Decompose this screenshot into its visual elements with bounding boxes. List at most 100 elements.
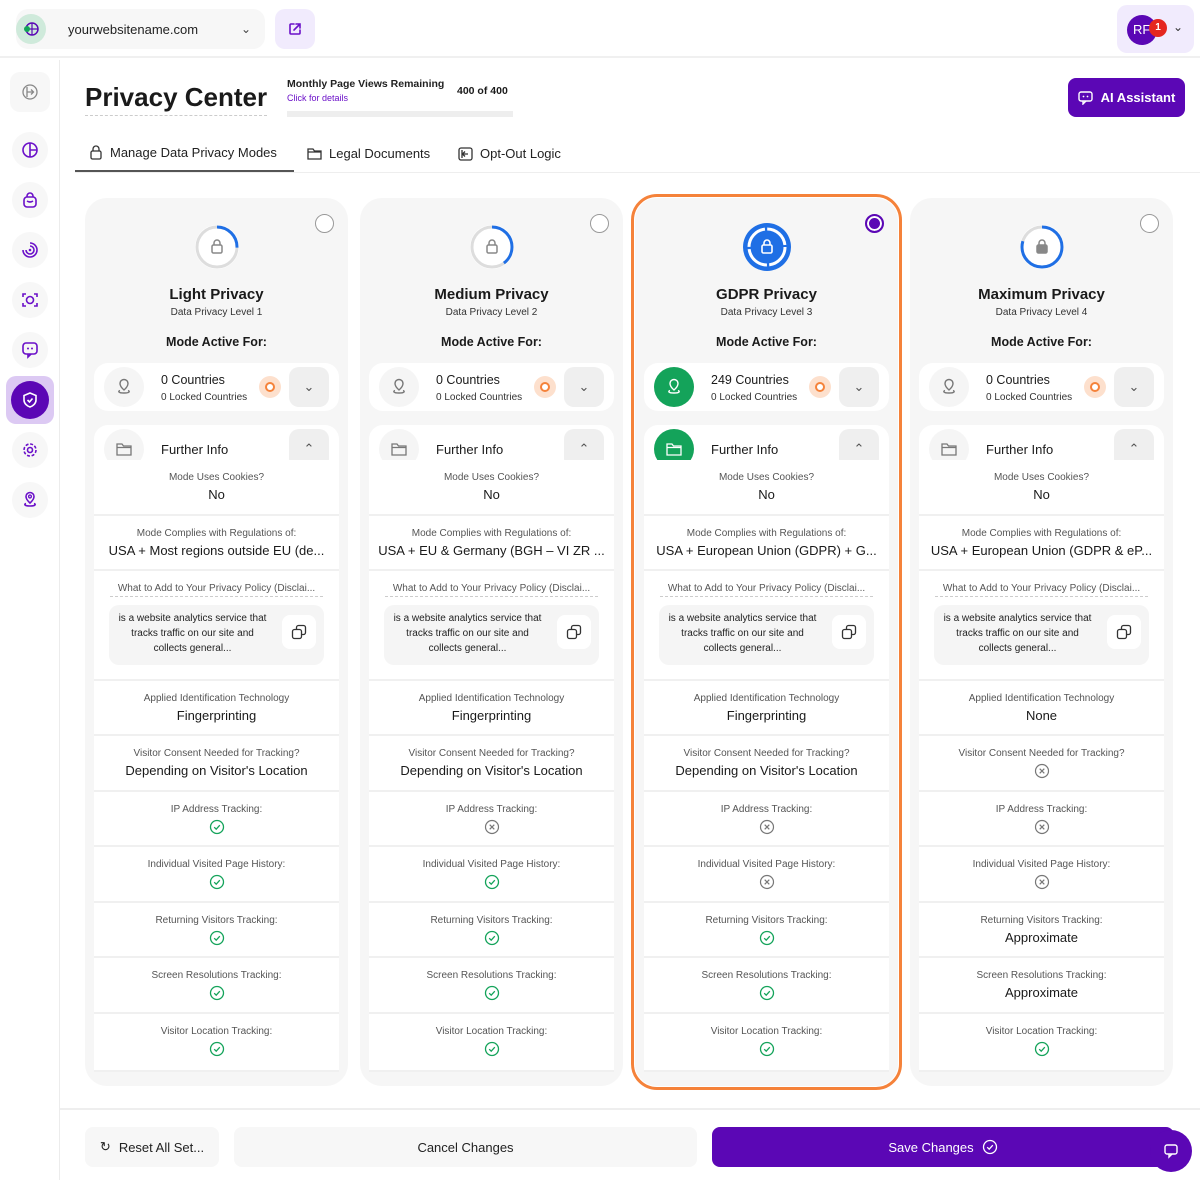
pageviews-details-link[interactable]: Click for details bbox=[287, 93, 349, 103]
website-selector[interactable]: yourwebsitename.com ⌄ bbox=[16, 9, 265, 49]
mode-radio[interactable] bbox=[590, 214, 609, 233]
info-row-location: Visitor Location Tracking: bbox=[919, 1014, 1164, 1072]
sidebar-item-bag[interactable] bbox=[12, 182, 48, 218]
tab-label: Manage Data Privacy Modes bbox=[110, 145, 277, 160]
mode-radio[interactable] bbox=[315, 214, 334, 233]
expand-countries-button[interactable]: ⌄ bbox=[839, 367, 879, 407]
privacy-policy-snippet: is a website analytics service that trac… bbox=[934, 605, 1149, 665]
countries-selector[interactable]: 0 Countries 0 Locked Countries ⌄ bbox=[919, 363, 1164, 411]
external-link-icon bbox=[289, 23, 301, 35]
countries-selector[interactable]: 0 Countries 0 Locked Countries ⌄ bbox=[369, 363, 614, 411]
tech-value: Fingerprinting bbox=[451, 708, 532, 723]
mode-active-label: Mode Active For: bbox=[166, 335, 267, 349]
history-label: Individual Visited Page History: bbox=[147, 859, 286, 870]
further-info-panel: Further Info ⌃ Mode Uses Cookies? No Mode … bbox=[919, 425, 1164, 1085]
tech-value: None bbox=[1025, 708, 1058, 723]
privacy-policy-label[interactable]: What to Add to Your Privacy Policy (Disc… bbox=[110, 583, 323, 597]
locked-countries: 0 Locked Countries bbox=[161, 392, 248, 403]
screen-label: Screen Resolutions Tracking: bbox=[151, 970, 282, 981]
opt-out-icon bbox=[458, 146, 473, 161]
x-circle-icon bbox=[919, 874, 1164, 890]
copy-button[interactable] bbox=[557, 615, 591, 649]
privacy-mode-card[interactable]: GDPR Privacy Data Privacy Level 3 Mode A… bbox=[631, 194, 902, 1090]
expand-countries-button[interactable]: ⌄ bbox=[564, 367, 604, 407]
info-row-history: Individual Visited Page History: bbox=[369, 847, 614, 903]
refresh-icon: ↻ bbox=[99, 1139, 111, 1154]
open-website-button[interactable] bbox=[275, 9, 315, 49]
returning-label: Returning Visitors Tracking: bbox=[705, 915, 828, 926]
screen-value: Approximate bbox=[1005, 985, 1078, 1000]
mode-radio[interactable] bbox=[865, 214, 884, 233]
returning-label: Returning Visitors Tracking: bbox=[980, 915, 1103, 926]
user-menu[interactable]: RF 1 ⌄ bbox=[1117, 5, 1194, 53]
privacy-policy-snippet: is a website analytics service that trac… bbox=[109, 605, 324, 665]
reset-all-settings-button[interactable]: ↻ Reset All Set... bbox=[85, 1127, 219, 1167]
regulations-value: USA + European Union (GDPR & eP... bbox=[930, 543, 1153, 558]
footer-bar: ↻ Reset All Set... Cancel Changes Save Ch… bbox=[60, 1108, 1200, 1180]
consent-label: Visitor Consent Needed for Tracking? bbox=[683, 748, 850, 759]
x-circle-icon bbox=[369, 819, 614, 835]
countries-selector[interactable]: 0 Countries 0 Locked Countries ⌄ bbox=[94, 363, 339, 411]
cookies-label: Mode Uses Cookies? bbox=[993, 472, 1090, 483]
expand-countries-button[interactable]: ⌄ bbox=[1114, 367, 1154, 407]
tab-legal-documents[interactable]: Legal Documents bbox=[307, 135, 430, 172]
cancel-label: Cancel Changes bbox=[417, 1139, 514, 1155]
x-circle-icon bbox=[919, 763, 1164, 779]
chevron-down-icon: ⌄ bbox=[578, 379, 590, 394]
cancel-changes-button[interactable]: Cancel Changes bbox=[234, 1127, 697, 1167]
location-label: Visitor Location Tracking: bbox=[710, 1026, 823, 1037]
tab-manage-data-privacy-modes[interactable]: Manage Data Privacy Modes bbox=[75, 135, 294, 172]
sidebar-item-pie-chart[interactable] bbox=[12, 132, 48, 168]
tab-opt-out-logic[interactable]: Opt-Out Logic bbox=[458, 135, 561, 172]
mode-active-label: Mode Active For: bbox=[991, 335, 1092, 349]
privacy-mode-card[interactable]: Maximum Privacy Data Privacy Level 4 Mod… bbox=[910, 198, 1173, 1086]
copy-button[interactable] bbox=[1107, 615, 1141, 649]
screen-label: Screen Resolutions Tracking: bbox=[976, 970, 1107, 981]
sidebar-item-radar[interactable] bbox=[12, 232, 48, 268]
location-label: Visitor Location Tracking: bbox=[160, 1026, 273, 1037]
save-changes-button[interactable]: Save Changes bbox=[712, 1127, 1174, 1167]
ip-label: IP Address Tracking: bbox=[170, 804, 263, 815]
copy-icon bbox=[841, 624, 857, 640]
expand-countries-button[interactable]: ⌄ bbox=[289, 367, 329, 407]
privacy-policy-label[interactable]: What to Add to Your Privacy Policy (Disc… bbox=[385, 583, 598, 597]
lock-shield-icon bbox=[1020, 225, 1064, 269]
info-row-location: Visitor Location Tracking: bbox=[94, 1014, 339, 1072]
privacy-policy-label[interactable]: What to Add to Your Privacy Policy (Disc… bbox=[660, 583, 873, 597]
notification-badge: 1 bbox=[1149, 19, 1167, 37]
copy-button[interactable] bbox=[832, 615, 866, 649]
privacy-mode-card[interactable]: Light Privacy Data Privacy Level 1 Mode … bbox=[85, 198, 348, 1086]
countries-selector[interactable]: 249 Countries 0 Locked Countries ⌄ bbox=[644, 363, 889, 411]
mode-radio[interactable] bbox=[1140, 214, 1159, 233]
location-icon bbox=[379, 367, 419, 407]
ai-assistant-button[interactable]: AI Assistant bbox=[1068, 78, 1185, 117]
check-circle-icon bbox=[644, 1041, 889, 1057]
check-circle-icon bbox=[644, 985, 889, 1001]
top-bar: yourwebsitename.com ⌄ RF 1 ⌄ bbox=[0, 0, 1200, 58]
sidebar-item-shield-check[interactable] bbox=[6, 376, 54, 424]
consent-label: Visitor Consent Needed for Tracking? bbox=[408, 748, 575, 759]
info-row-history: Individual Visited Page History: bbox=[94, 847, 339, 903]
cookies-value: No bbox=[208, 487, 225, 502]
further-info-label: Further Info bbox=[711, 442, 779, 457]
further-info-panel: Further Info ⌃ Mode Uses Cookies? No Mode … bbox=[369, 425, 614, 1085]
info-row-policy: What to Add to Your Privacy Policy (Disc… bbox=[919, 571, 1164, 681]
privacy-policy-label[interactable]: What to Add to Your Privacy Policy (Disc… bbox=[935, 583, 1148, 597]
chat-support-button[interactable] bbox=[1150, 1130, 1192, 1172]
tech-value: Fingerprinting bbox=[176, 708, 257, 723]
copy-button[interactable] bbox=[282, 615, 316, 649]
info-row-returning: Returning Visitors Tracking: bbox=[94, 903, 339, 958]
mode-level: Data Privacy Level 1 bbox=[170, 307, 263, 318]
folder-icon bbox=[307, 148, 322, 160]
sidebar-item-scan[interactable] bbox=[12, 282, 48, 318]
policy-text: is a website analytics service that trac… bbox=[668, 613, 817, 654]
tab-label: Legal Documents bbox=[329, 146, 431, 161]
sidebar-item-location[interactable] bbox=[12, 482, 48, 518]
sidebar-item-chat[interactable] bbox=[12, 332, 48, 368]
sidebar-item-logout[interactable] bbox=[10, 72, 50, 112]
cookies-label: Mode Uses Cookies? bbox=[718, 472, 815, 483]
chat-icon bbox=[1077, 90, 1093, 105]
sidebar-item-gear[interactable] bbox=[12, 432, 48, 468]
privacy-mode-card[interactable]: Medium Privacy Data Privacy Level 2 Mode… bbox=[360, 198, 623, 1086]
pageviews-label: Monthly Page Views Remaining bbox=[287, 78, 445, 90]
